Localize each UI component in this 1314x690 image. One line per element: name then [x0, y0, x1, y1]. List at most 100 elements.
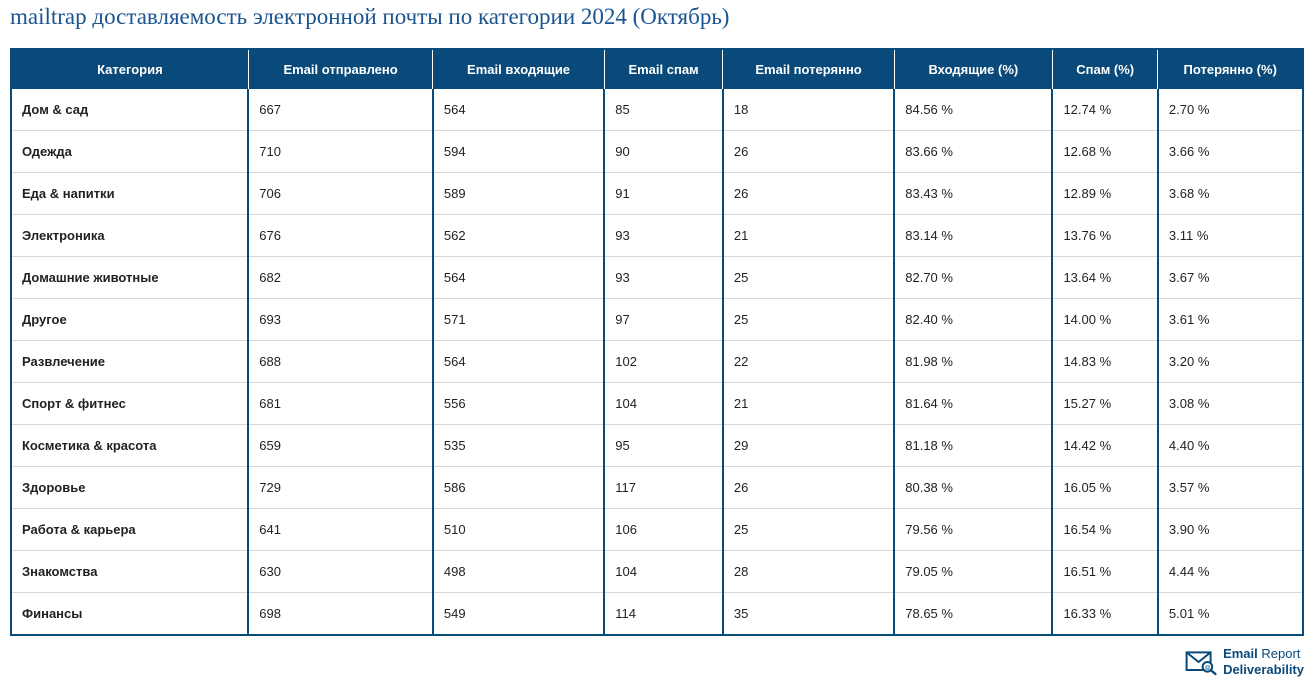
table-cell: 97 [604, 299, 723, 341]
table-cell: 556 [433, 383, 604, 425]
table-cell: 93 [604, 215, 723, 257]
table-cell: 79.05 % [894, 551, 1052, 593]
table-cell: 564 [433, 341, 604, 383]
table-cell: 22 [723, 341, 894, 383]
table-cell: 83.43 % [894, 173, 1052, 215]
table-cell: 3.61 % [1158, 299, 1303, 341]
table-cell: 13.64 % [1052, 257, 1157, 299]
table-cell: 564 [433, 257, 604, 299]
table-cell: 693 [248, 299, 433, 341]
table-cell: 3.90 % [1158, 509, 1303, 551]
table-cell: Финансы [11, 593, 248, 636]
table-cell: 81.98 % [894, 341, 1052, 383]
table-cell: 681 [248, 383, 433, 425]
table-cell: 13.76 % [1052, 215, 1157, 257]
table-cell: 630 [248, 551, 433, 593]
table-cell: 25 [723, 257, 894, 299]
header-spam-pct: Спам (%) [1052, 49, 1157, 89]
table-cell: 4.40 % [1158, 425, 1303, 467]
table-cell: Другое [11, 299, 248, 341]
table-cell: 83.14 % [894, 215, 1052, 257]
table-cell: Спорт & фитнес [11, 383, 248, 425]
deliverability-table: Категория Email отправлено Email входящи… [10, 48, 1304, 636]
table-cell: 676 [248, 215, 433, 257]
table-cell: Работа & карьера [11, 509, 248, 551]
table-cell: 12.68 % [1052, 131, 1157, 173]
table-cell: 106 [604, 509, 723, 551]
table-row: Косметика & красота659535952981.18 %14.4… [11, 425, 1303, 467]
table-row: Финансы6985491143578.65 %16.33 %5.01 % [11, 593, 1303, 636]
header-sent: Email отправлено [248, 49, 433, 89]
table-cell: 26 [723, 467, 894, 509]
footer-logo: @ Email Report Deliverability [10, 646, 1304, 677]
table-cell: Дом & сад [11, 89, 248, 131]
table-cell: 16.05 % [1052, 467, 1157, 509]
table-cell: 35 [723, 593, 894, 636]
table-cell: 2.70 % [1158, 89, 1303, 131]
table-cell: 104 [604, 551, 723, 593]
table-cell: 81.18 % [894, 425, 1052, 467]
table-cell: 14.83 % [1052, 341, 1157, 383]
table-cell: 29 [723, 425, 894, 467]
table-cell: 102 [604, 341, 723, 383]
table-cell: Знакомства [11, 551, 248, 593]
table-row: Работа & карьера6415101062579.56 %16.54 … [11, 509, 1303, 551]
table-cell: 80.38 % [894, 467, 1052, 509]
table-cell: 18 [723, 89, 894, 131]
table-cell: 3.68 % [1158, 173, 1303, 215]
table-cell: 5.01 % [1158, 593, 1303, 636]
table-cell: 26 [723, 173, 894, 215]
table-cell: 93 [604, 257, 723, 299]
table-cell: Здоровье [11, 467, 248, 509]
table-cell: 14.00 % [1052, 299, 1157, 341]
table-cell: 706 [248, 173, 433, 215]
table-cell: 564 [433, 89, 604, 131]
table-cell: 688 [248, 341, 433, 383]
header-inbox: Email входящие [433, 49, 604, 89]
svg-text:@: @ [1205, 665, 1211, 671]
table-cell: 16.33 % [1052, 593, 1157, 636]
table-cell: 729 [248, 467, 433, 509]
table-row: Домашние животные682564932582.70 %13.64 … [11, 257, 1303, 299]
table-cell: 26 [723, 131, 894, 173]
table-cell: 25 [723, 299, 894, 341]
table-row: Спорт & фитнес6815561042181.64 %15.27 %3… [11, 383, 1303, 425]
table-cell: 15.27 % [1052, 383, 1157, 425]
table-cell: 659 [248, 425, 433, 467]
table-cell: 498 [433, 551, 604, 593]
table-cell: 78.65 % [894, 593, 1052, 636]
table-cell: 91 [604, 173, 723, 215]
table-cell: 95 [604, 425, 723, 467]
logo-line1-bold: Email [1223, 646, 1261, 661]
table-cell: Косметика & красота [11, 425, 248, 467]
table-cell: 698 [248, 593, 433, 636]
table-cell: 16.51 % [1052, 551, 1157, 593]
table-cell: Домашние животные [11, 257, 248, 299]
table-header-row: Категория Email отправлено Email входящи… [11, 49, 1303, 89]
table-cell: 82.70 % [894, 257, 1052, 299]
envelope-search-icon: @ [1185, 648, 1217, 676]
table-cell: 3.11 % [1158, 215, 1303, 257]
table-cell: 14.42 % [1052, 425, 1157, 467]
table-cell: 79.56 % [894, 509, 1052, 551]
table-cell: 641 [248, 509, 433, 551]
table-cell: 571 [433, 299, 604, 341]
table-cell: 3.08 % [1158, 383, 1303, 425]
table-cell: 16.54 % [1052, 509, 1157, 551]
table-cell: 83.66 % [894, 131, 1052, 173]
table-cell: 25 [723, 509, 894, 551]
table-row: Другое693571972582.40 %14.00 %3.61 % [11, 299, 1303, 341]
table-cell: 586 [433, 467, 604, 509]
table-cell: Развлечение [11, 341, 248, 383]
table-row: Еда & напитки706589912683.43 %12.89 %3.6… [11, 173, 1303, 215]
table-cell: 549 [433, 593, 604, 636]
table-cell: 12.89 % [1052, 173, 1157, 215]
header-lost: Email потерянно [723, 49, 894, 89]
page-title: mailtrap доставляемость электронной почт… [10, 4, 1304, 30]
table-cell: 3.67 % [1158, 257, 1303, 299]
table-cell: 3.57 % [1158, 467, 1303, 509]
table-cell: 117 [604, 467, 723, 509]
table-cell: 21 [723, 215, 894, 257]
logo-line1-light: Report [1261, 646, 1300, 661]
table-row: Знакомства6304981042879.05 %16.51 %4.44 … [11, 551, 1303, 593]
